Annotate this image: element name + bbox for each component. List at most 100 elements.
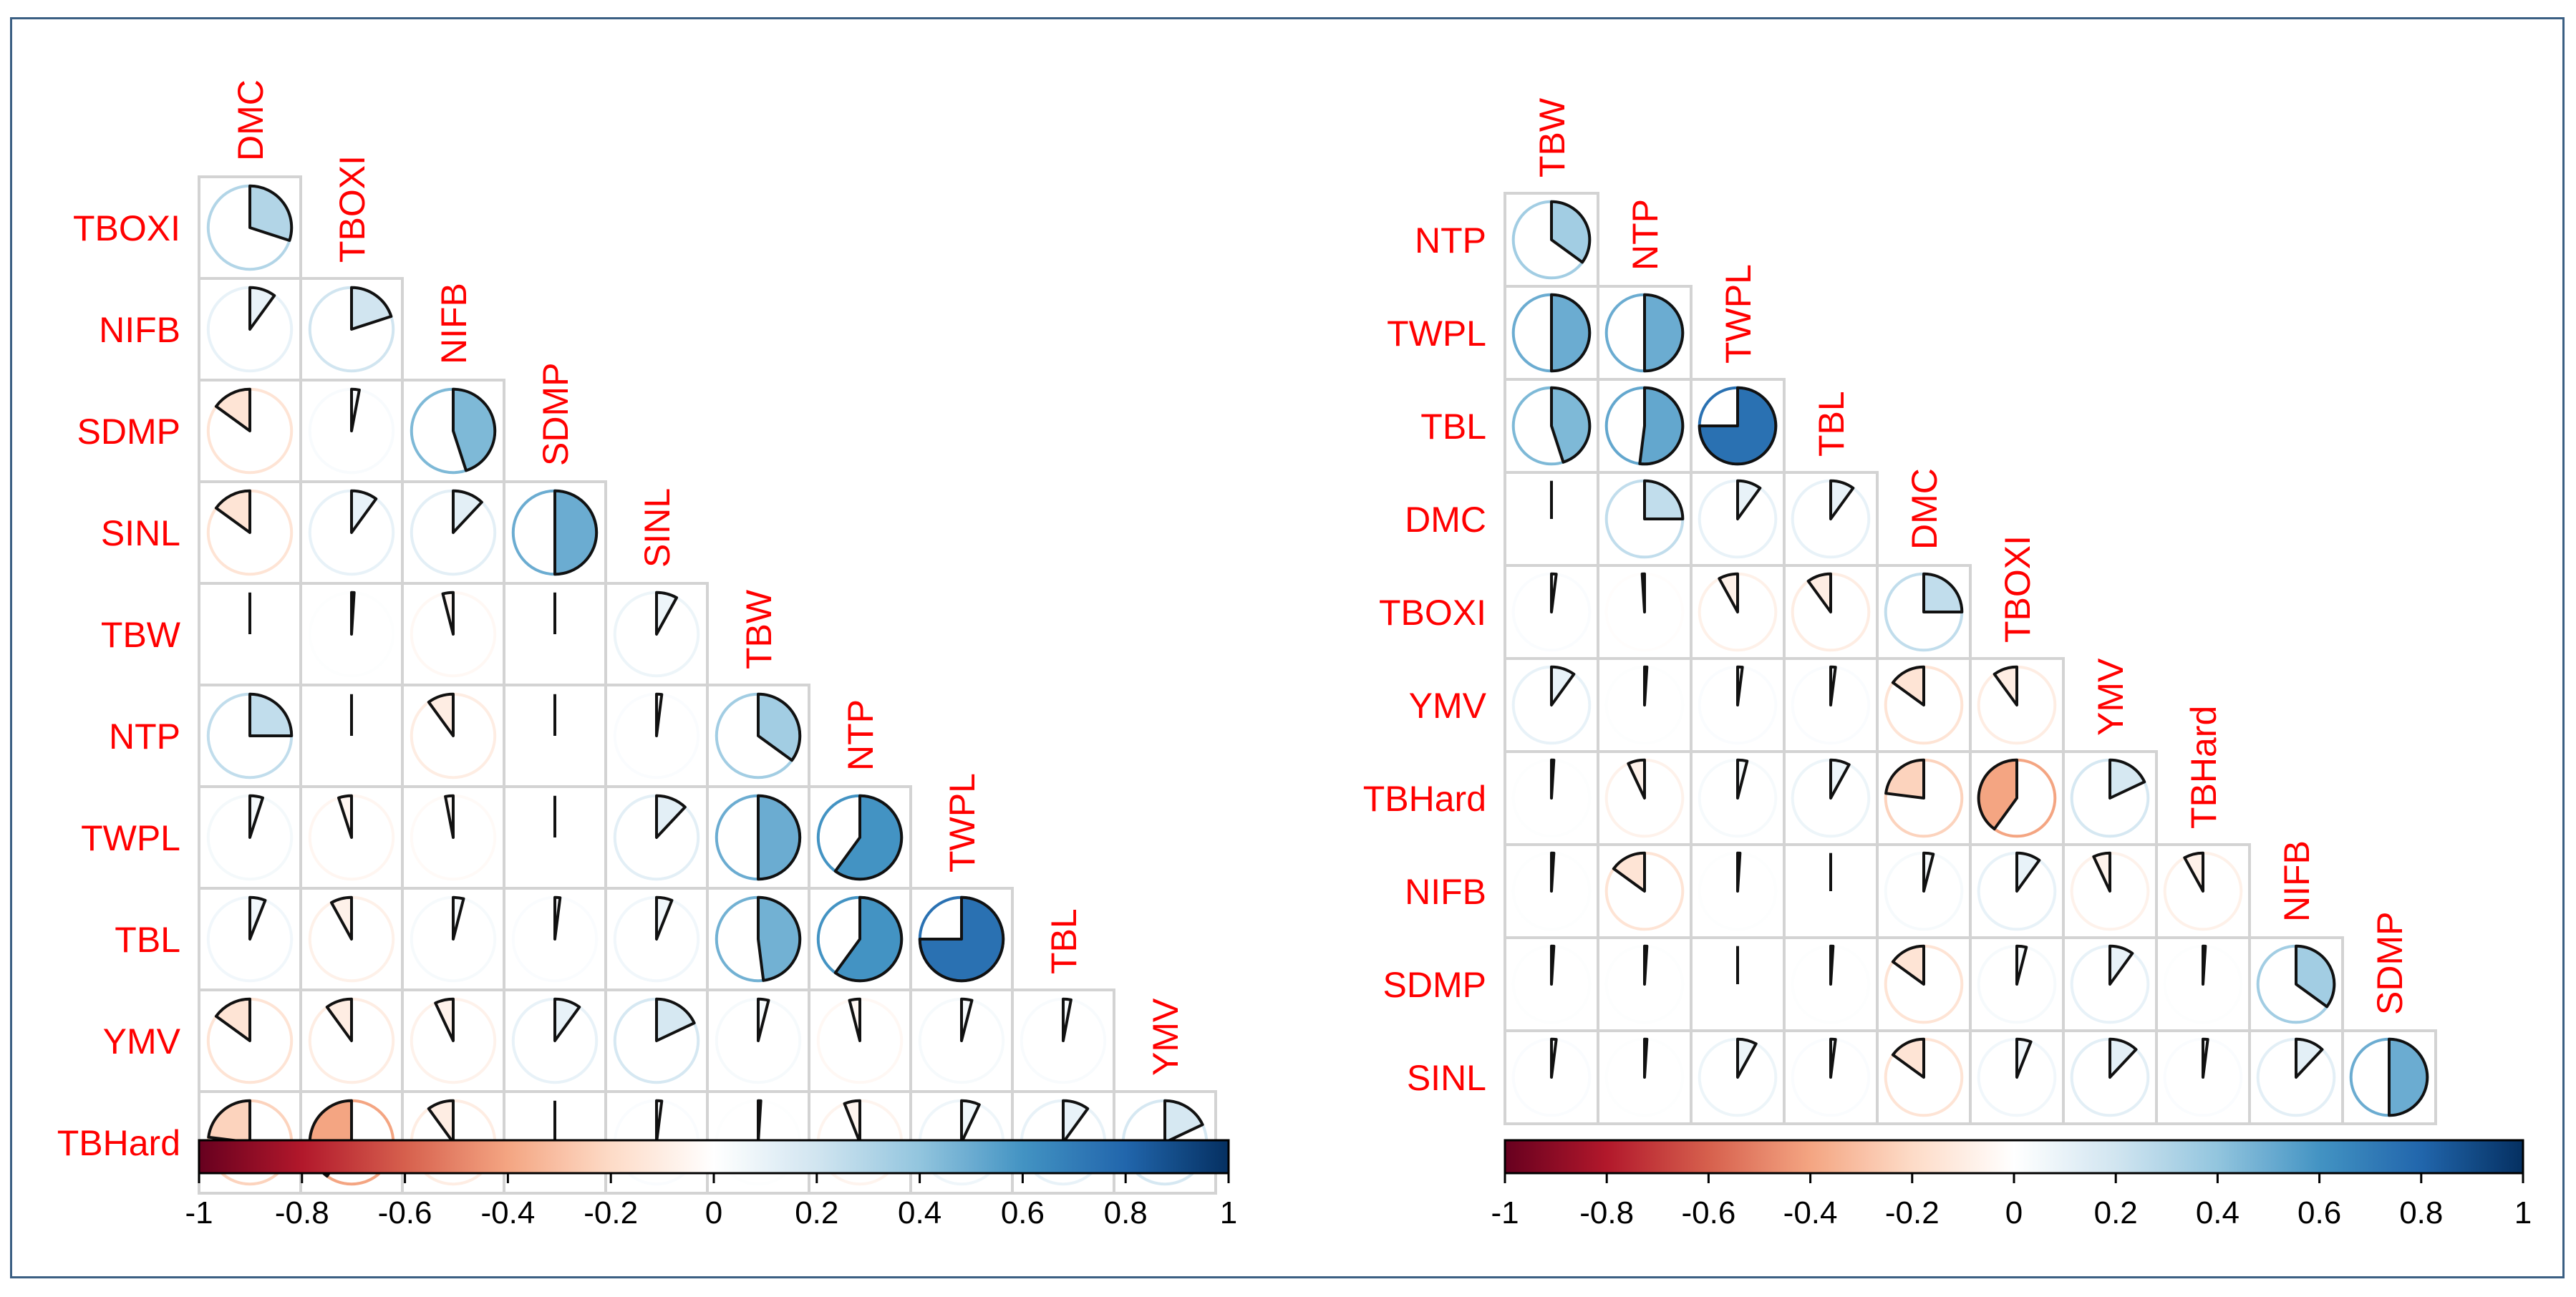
row-label: TBOXI — [73, 208, 180, 248]
cell-NIFB-TWPL — [1690, 843, 1786, 939]
cell-DMC-TBW — [1504, 471, 1599, 567]
col-label: TBHard — [2184, 706, 2224, 829]
cell-SDMP-TBW — [1504, 936, 1599, 1032]
cell-TBHard-TWPL — [1690, 750, 1786, 846]
pie-slice — [214, 387, 251, 432]
cell-TBW-DMC — [198, 582, 302, 686]
cell-TBW-SDMP — [503, 582, 607, 686]
pie-slice — [441, 591, 455, 636]
col-label: TBW — [739, 589, 779, 669]
pie-slice — [1736, 851, 1742, 893]
row-label: NTP — [109, 716, 180, 757]
cell-TBL-SDMP — [503, 887, 607, 991]
row-label: TBHard — [57, 1123, 180, 1163]
pie-slice — [1829, 479, 1855, 520]
pie-slice — [757, 1099, 762, 1144]
cell-TBHard-NTP — [1597, 750, 1693, 846]
pie-slice — [350, 591, 356, 636]
pie-slice — [1550, 851, 1556, 893]
cell-SINL-TBW — [1504, 1029, 1599, 1125]
cell-SDMP-TBHard — [2155, 936, 2251, 1032]
pie-slice — [1891, 1037, 1925, 1079]
cell-SINL-NIFB — [401, 480, 505, 585]
cell-YMV-NIFB — [401, 988, 505, 1093]
col-label: SINL — [637, 488, 677, 568]
cell-NIFB-YMV — [2062, 843, 2158, 939]
col-label: TWPL — [1718, 264, 1758, 364]
cell-YMV-TBOXI — [1969, 657, 2065, 753]
cell-TBL-NTP — [1597, 378, 1693, 474]
pie-slice — [1643, 479, 1685, 520]
pie-slice — [1550, 200, 1592, 264]
row-label: YMV — [103, 1021, 181, 1062]
cell-TBW-NIFB — [401, 582, 505, 686]
cell-NTP-DMC — [198, 684, 302, 788]
pie-slice — [1550, 572, 1558, 613]
cell-TBHard-TBOXI — [1969, 750, 2065, 846]
pie-slice — [1806, 572, 1832, 613]
row-label: NIFB — [99, 310, 180, 350]
cell-SINL-DMC — [1876, 1029, 1972, 1125]
col-label: DMC — [231, 79, 271, 161]
pie-slice — [833, 794, 904, 881]
row-label: TBL — [115, 920, 180, 960]
pie-slice — [1829, 1037, 1837, 1079]
cell-TBL-TWPL — [1690, 378, 1786, 474]
cell-YMV-TWPL — [1690, 657, 1786, 753]
cell-TBOXI-DMC — [1876, 564, 1972, 660]
pie-slice — [214, 997, 251, 1042]
pie-slice — [1736, 479, 1762, 520]
pie-slice — [1643, 293, 1685, 373]
pie-slice — [1977, 758, 2018, 831]
colorbar-tick-label: 0.6 — [1001, 1195, 1045, 1230]
cell-NIFB-DMC — [1876, 843, 1972, 939]
pie-slice — [2295, 944, 2336, 1009]
cell-TBL-TBW — [1504, 378, 1599, 474]
cell-TBOXI-TWPL — [1690, 564, 1786, 660]
pie-slice — [1736, 665, 1744, 706]
colorbar-tick-label: -0.6 — [378, 1195, 432, 1230]
cell-YMV-TBL — [1783, 657, 1879, 753]
pie-slice — [757, 895, 802, 982]
cell-TBL-DMC — [198, 887, 302, 991]
cell-SDMP-NIFB — [401, 379, 505, 483]
row-label: NTP — [1415, 220, 1486, 261]
pie-slice — [1550, 1037, 1558, 1079]
pie-slice — [553, 895, 562, 941]
col-label: TBW — [1532, 97, 1572, 178]
pie-slice — [325, 997, 353, 1042]
pie-slice — [2108, 944, 2134, 986]
colorbar-tick-label: -0.6 — [1681, 1195, 1735, 1230]
pie-slice — [350, 489, 378, 534]
pie-slice — [1829, 944, 1835, 986]
pie-slice — [248, 286, 276, 331]
cell-SDMP-TBOXI — [299, 379, 404, 483]
row-label: SDMP — [77, 412, 180, 452]
colorbar-tick-label: -0.8 — [1579, 1195, 1634, 1230]
cell-NIFB-TBW — [1504, 843, 1599, 939]
colorbar-tick-label: -1 — [185, 1195, 213, 1230]
cell-YMV-TBW — [706, 988, 810, 1093]
pie-slice — [329, 895, 353, 941]
col-label: NIFB — [2277, 840, 2317, 922]
pie-slice — [248, 692, 294, 737]
cell-SDMP-TBL — [1783, 936, 1879, 1032]
pie-slice — [1736, 758, 1749, 800]
cell-YMV-SDMP — [503, 988, 607, 1093]
colorbar-tick-label: 0.2 — [2094, 1195, 2138, 1230]
cell-YMV-TBW — [1504, 657, 1599, 753]
pie-slice — [2015, 851, 2041, 893]
col-label: TBOXI — [1998, 535, 2038, 643]
cell-YMV-NTP — [1597, 657, 1693, 753]
cell-SINL-TBOXI — [299, 480, 404, 585]
colorbar-tick-label: 0 — [705, 1195, 722, 1230]
pie-slice — [350, 286, 393, 331]
pie-slice — [1698, 386, 1778, 466]
col-label: YMV — [2091, 658, 2131, 736]
pie-slice — [214, 489, 251, 534]
cell-TWPL-NTP — [1597, 285, 1693, 381]
row-label: SINL — [1407, 1058, 1486, 1098]
pie-slice — [1062, 997, 1072, 1042]
pie-slice — [1718, 572, 1739, 613]
row-label: SDMP — [1383, 965, 1486, 1005]
